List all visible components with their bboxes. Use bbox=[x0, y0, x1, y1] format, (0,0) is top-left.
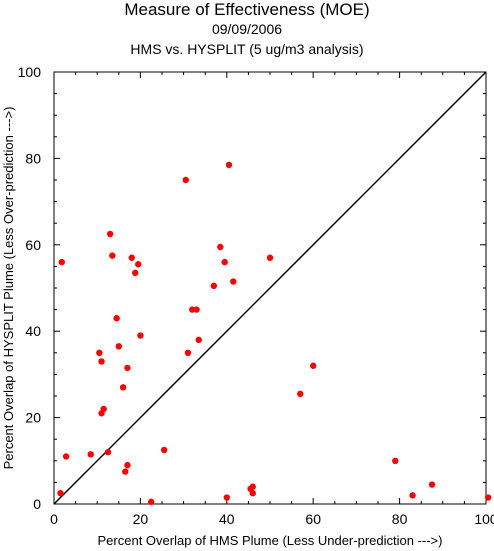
data-point bbox=[182, 176, 189, 184]
data-point bbox=[124, 461, 131, 469]
data-point bbox=[58, 258, 65, 266]
data-point bbox=[428, 481, 436, 488]
data-point bbox=[221, 258, 228, 266]
x-tick-label: 60 bbox=[305, 511, 321, 527]
data-point bbox=[57, 490, 64, 497]
data-point bbox=[148, 498, 155, 506]
data-point bbox=[249, 483, 256, 490]
data-point bbox=[195, 336, 202, 344]
data-point bbox=[98, 358, 105, 365]
data-point bbox=[124, 364, 131, 372]
data-point bbox=[87, 451, 94, 458]
x-tick-label: 100 bbox=[474, 511, 494, 527]
data-point bbox=[106, 230, 114, 238]
data-point bbox=[210, 282, 218, 290]
data-point bbox=[135, 261, 142, 268]
y-tick-label: 0 bbox=[33, 496, 41, 512]
data-point bbox=[96, 349, 103, 356]
data-point bbox=[160, 446, 168, 454]
y-tick-label: 40 bbox=[25, 323, 41, 339]
data-point bbox=[230, 278, 237, 285]
x-tick-label: 20 bbox=[133, 511, 149, 527]
data-point bbox=[132, 269, 139, 277]
data-point bbox=[392, 457, 399, 464]
chart-subtitle: HMS vs. HYSPLIT (5 ug/m3 analysis) bbox=[130, 41, 364, 57]
data-point bbox=[137, 332, 144, 339]
data-point bbox=[266, 254, 274, 261]
data-point bbox=[297, 390, 304, 398]
chart-title: Measure of Effectiveness (MOE) bbox=[124, 0, 370, 19]
data-point bbox=[128, 254, 135, 261]
data-point bbox=[184, 349, 192, 356]
data-point bbox=[109, 252, 116, 259]
y-tick-label: 20 bbox=[25, 410, 41, 426]
x-tick-label: 0 bbox=[50, 511, 58, 527]
y-tick-label: 60 bbox=[25, 237, 41, 253]
y-tick-label: 100 bbox=[18, 64, 42, 80]
data-point bbox=[223, 494, 230, 501]
data-point bbox=[104, 448, 112, 456]
x-tick-label: 40 bbox=[219, 511, 235, 527]
data-point bbox=[310, 362, 317, 369]
x-tick-label: 80 bbox=[392, 511, 408, 527]
y-axis-label: Percent Overlap of HYSPLIT Plume (Less O… bbox=[1, 107, 16, 470]
chart-date: 09/09/2006 bbox=[211, 21, 283, 37]
data-points bbox=[57, 161, 492, 506]
data-point bbox=[62, 453, 70, 460]
data-point bbox=[484, 494, 492, 501]
data-point bbox=[115, 343, 123, 350]
data-point bbox=[249, 490, 256, 497]
axis-ticks: 0 20 40 60 80 100 0 20 40 60 80 100 bbox=[18, 64, 494, 527]
reference-diagonal-line bbox=[53, 71, 487, 505]
data-point bbox=[119, 384, 127, 391]
data-point bbox=[225, 161, 233, 169]
y-tick-label: 80 bbox=[25, 150, 41, 166]
data-point bbox=[100, 405, 107, 413]
x-axis-label: Percent Overlap of HMS Plume (Less Under… bbox=[98, 533, 443, 548]
data-point bbox=[409, 492, 416, 499]
data-point bbox=[122, 468, 129, 475]
data-point bbox=[113, 315, 120, 322]
data-point bbox=[193, 306, 200, 313]
data-point bbox=[217, 243, 224, 251]
